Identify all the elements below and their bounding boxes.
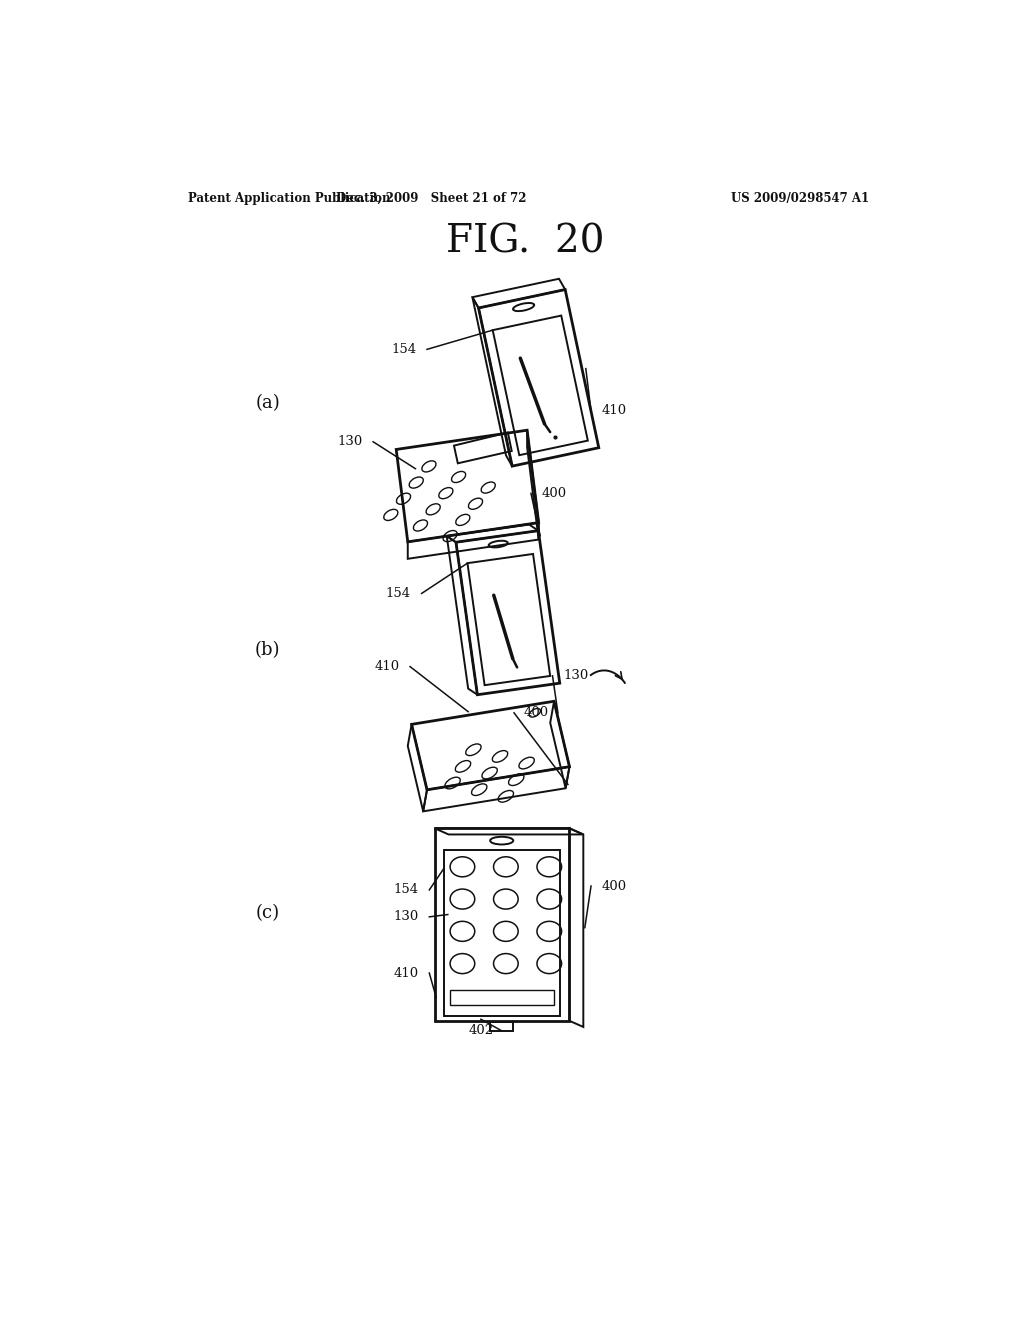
Text: 400: 400: [523, 706, 549, 719]
Text: 154: 154: [386, 587, 411, 601]
Bar: [490, 1022, 513, 1031]
Text: (c): (c): [256, 904, 280, 921]
Text: US 2009/0298547 A1: US 2009/0298547 A1: [731, 191, 869, 205]
Text: 130: 130: [338, 436, 364, 449]
Text: FIG.  20: FIG. 20: [445, 223, 604, 260]
Text: (b): (b): [255, 640, 281, 659]
Bar: [451, 990, 554, 1006]
Text: Dec. 3, 2009   Sheet 21 of 72: Dec. 3, 2009 Sheet 21 of 72: [336, 191, 526, 205]
Text: 130: 130: [563, 669, 589, 682]
Text: 410: 410: [375, 660, 400, 673]
Text: 402: 402: [468, 1023, 494, 1036]
Text: Patent Application Publication: Patent Application Publication: [188, 191, 391, 205]
Text: 410: 410: [393, 966, 419, 979]
Bar: [444, 850, 560, 1016]
Text: 154: 154: [392, 343, 417, 356]
Text: 400: 400: [602, 879, 627, 892]
Text: 410: 410: [602, 404, 627, 417]
Text: (a): (a): [255, 395, 280, 412]
Text: 400: 400: [542, 487, 567, 500]
Text: 154: 154: [393, 883, 419, 896]
Text: 130: 130: [393, 911, 419, 924]
